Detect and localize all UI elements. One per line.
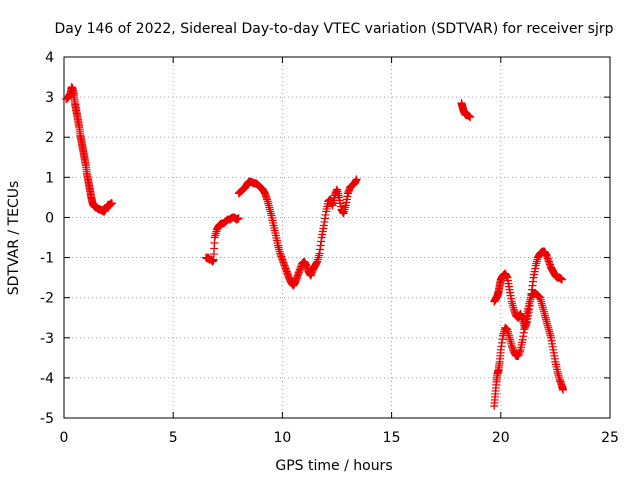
- y-tick-label: -2: [40, 291, 54, 307]
- series-seg6: [490, 289, 568, 410]
- chart-title: Day 146 of 2022, Sidereal Day-to-day VTE…: [54, 21, 613, 37]
- x-tick-label: 0: [60, 430, 69, 446]
- y-tick-label: -4: [40, 371, 54, 387]
- x-tick-label: 5: [169, 430, 178, 446]
- series-seg2: [201, 213, 243, 266]
- series-seg4: [457, 99, 475, 122]
- x-tick-label: 20: [492, 430, 510, 446]
- y-tick-label: 4: [45, 50, 54, 66]
- y-axis-label: SDTVAR / TECUs: [6, 181, 22, 296]
- y-tick-label: 1: [45, 170, 54, 186]
- y-tick-label: -5: [40, 411, 54, 427]
- y-tick-label: 2: [45, 130, 54, 146]
- data-point: [234, 214, 243, 223]
- y-tick-label: 3: [45, 90, 54, 106]
- plot-frame: [63, 56, 611, 419]
- x-tick-label: 10: [273, 430, 291, 446]
- x-tick-label: 25: [601, 430, 619, 446]
- data-points: [62, 83, 568, 410]
- x-tick-label: 15: [383, 430, 401, 446]
- grid-lines: [64, 57, 610, 418]
- data-point: [352, 175, 361, 184]
- series-seg5: [490, 247, 566, 332]
- x-axis-label: GPS time / hours: [275, 458, 392, 474]
- data-point: [557, 275, 566, 284]
- data-point: [108, 199, 117, 208]
- data-point: [559, 385, 568, 394]
- y-tick-label: -3: [40, 331, 54, 347]
- y-tick-label: -1: [40, 251, 54, 267]
- y-tick-label: 0: [45, 210, 54, 226]
- series-seg3: [234, 175, 361, 290]
- series-seg1: [62, 83, 117, 216]
- data-point: [466, 113, 475, 122]
